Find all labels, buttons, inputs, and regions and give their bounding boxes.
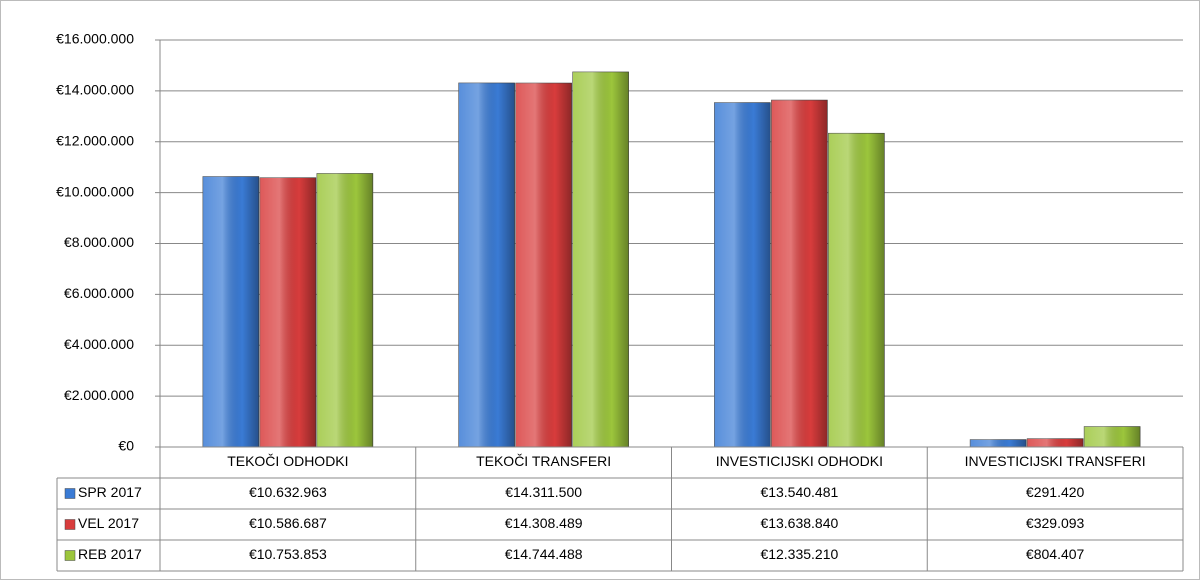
data-label: €804.407 (1026, 546, 1085, 562)
y-tick-label: €4.000.000 (64, 336, 134, 352)
bar-shade (458, 82, 515, 447)
data-label: €13.638.840 (760, 515, 838, 531)
data-label: €291.420 (1026, 484, 1085, 500)
bar-shade (515, 83, 572, 448)
data-label: €14.744.488 (505, 546, 583, 562)
y-tick-label: €12.000.000 (56, 132, 134, 148)
bar-shade (771, 100, 828, 447)
data-label: €12.335.210 (760, 546, 838, 562)
x-tick-label: INVESTICIJSKI TRANSFERI (965, 453, 1146, 469)
legend-swatch (64, 488, 76, 499)
bar-shade (259, 177, 316, 447)
legend-swatch (64, 519, 76, 530)
legend-label: SPR 2017 (78, 484, 142, 500)
y-tick-label: €14.000.000 (56, 82, 134, 98)
y-tick-label: €8.000.000 (64, 234, 134, 250)
y-tick-label: €6.000.000 (64, 285, 134, 301)
bar-shade (970, 439, 1027, 447)
legend-swatch (64, 550, 76, 561)
x-tick-label: TEKOČI ODHODKI (227, 453, 348, 469)
bar-shade (1027, 438, 1084, 447)
bar-shade (316, 173, 373, 448)
data-label: €10.753.853 (249, 546, 327, 562)
y-tick-label: €10.000.000 (56, 183, 134, 199)
bar-shade (1084, 426, 1141, 447)
data-label: €329.093 (1026, 515, 1085, 531)
bar-shade (714, 102, 771, 447)
x-tick-label: TEKOČI TRANSFERI (476, 453, 611, 469)
y-tick-label: €0 (118, 438, 134, 454)
bar-shade (572, 71, 629, 448)
data-label: €10.586.687 (249, 515, 327, 531)
data-label: €10.632.963 (249, 484, 327, 500)
y-tick-label: €2.000.000 (64, 387, 134, 403)
legend-label: VEL 2017 (78, 515, 139, 531)
data-label: €14.311.500 (505, 484, 582, 500)
data-label: €13.540.481 (760, 484, 838, 500)
data-label: €14.308.489 (505, 515, 583, 531)
legend-label: REB 2017 (78, 546, 142, 562)
x-tick-label: INVESTICIJSKI ODHODKI (716, 453, 883, 469)
bar-shade (828, 133, 885, 448)
bar-shade (202, 176, 259, 448)
y-tick-label: €16.000.000 (56, 31, 134, 47)
